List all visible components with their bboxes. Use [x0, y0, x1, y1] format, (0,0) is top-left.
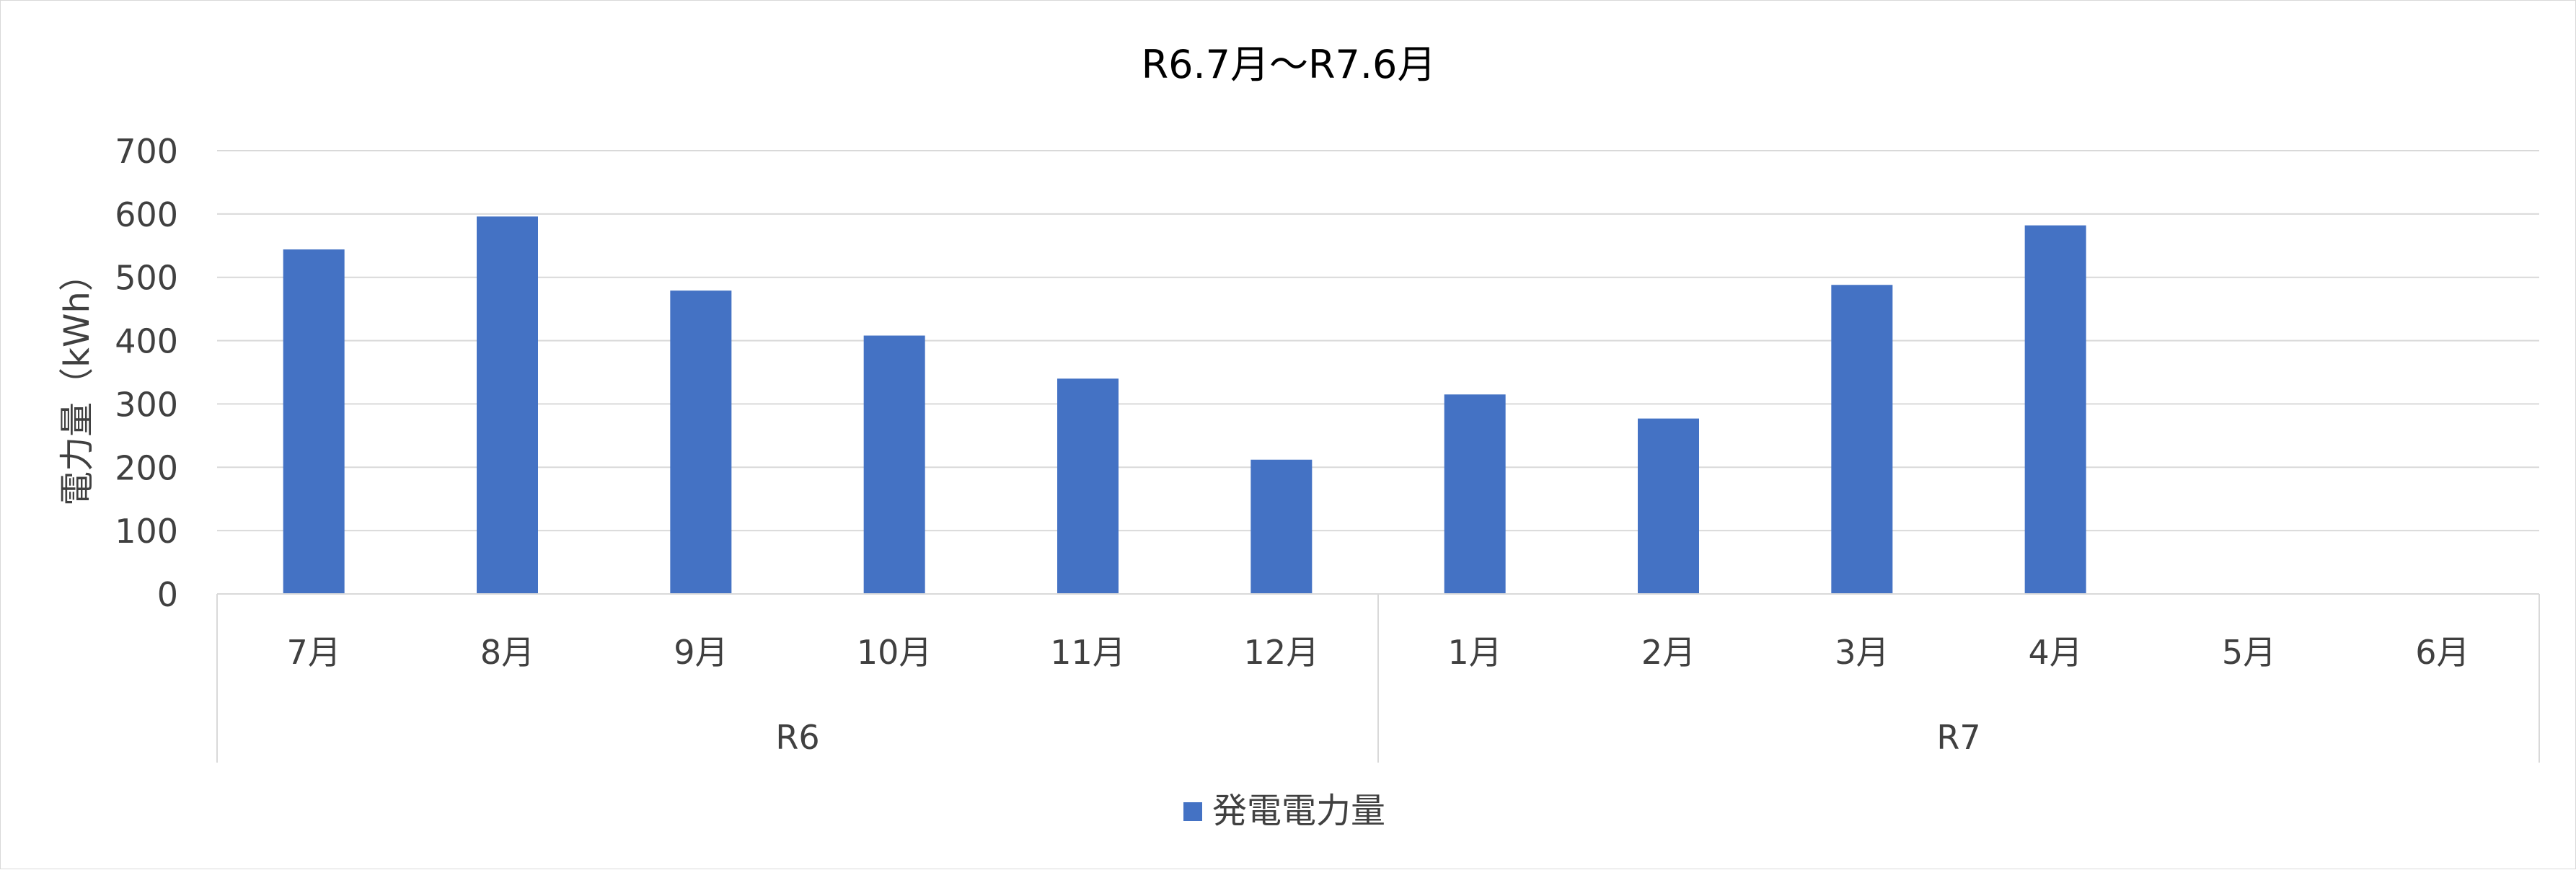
- legend-swatch: [1183, 802, 1202, 821]
- gridlines: [217, 150, 2539, 532]
- y-tick-label: 0: [157, 575, 178, 614]
- x-tick-label: 10月: [857, 633, 932, 672]
- x-axis: [216, 593, 2540, 763]
- bar: [1057, 378, 1119, 594]
- x-group-label: R7: [1936, 718, 1980, 757]
- bar: [477, 216, 538, 594]
- y-tick-labels: 0 100 200 300 400 500 600 700: [115, 132, 178, 614]
- y-tick-label: 400: [115, 322, 178, 361]
- x-tick-label: 12月: [1244, 633, 1320, 672]
- x-tick-label: 5月: [2222, 633, 2276, 672]
- bar: [1250, 459, 1313, 594]
- bar: [670, 290, 732, 594]
- bar: [283, 249, 345, 594]
- y-tick-label: 100: [115, 512, 178, 551]
- bar: [1831, 285, 1893, 594]
- y-tick-label: 500: [115, 259, 178, 298]
- legend-label: 発電電力量: [1212, 791, 1385, 831]
- x-group-label: R6: [775, 718, 819, 757]
- x-tick-label: 3月: [1835, 633, 1889, 672]
- bar: [1638, 418, 1699, 594]
- x-tick-label: 7月: [287, 633, 341, 672]
- y-axis-label: 電力量（kWh）: [57, 257, 97, 506]
- x-tick-label: 2月: [1641, 633, 1695, 672]
- x-group-labels: R6 R7: [775, 718, 1980, 757]
- x-tick-labels: 7月 8月 9月 10月 11月 12月 1月 2月 3月 4月 5月 6月: [287, 633, 2470, 672]
- x-tick-label: 4月: [2029, 633, 2083, 672]
- y-tick-label: 600: [115, 195, 178, 234]
- x-tick-label: 8月: [480, 633, 534, 672]
- y-tick-label: 200: [115, 448, 178, 487]
- legend: 発電電力量: [1183, 791, 1385, 831]
- x-tick-label: 6月: [2415, 633, 2469, 672]
- bar: [863, 335, 925, 594]
- bar: [2024, 225, 2086, 594]
- y-tick-label: 700: [115, 132, 178, 171]
- chart-title: R6.7月～R7.6月: [1142, 42, 1437, 87]
- x-tick-label: 1月: [1448, 633, 1502, 672]
- x-tick-label: 11月: [1050, 633, 1126, 672]
- bars: [283, 216, 2086, 594]
- x-tick-label: 9月: [674, 633, 728, 672]
- y-tick-label: 300: [115, 385, 178, 424]
- bar: [1444, 394, 1506, 594]
